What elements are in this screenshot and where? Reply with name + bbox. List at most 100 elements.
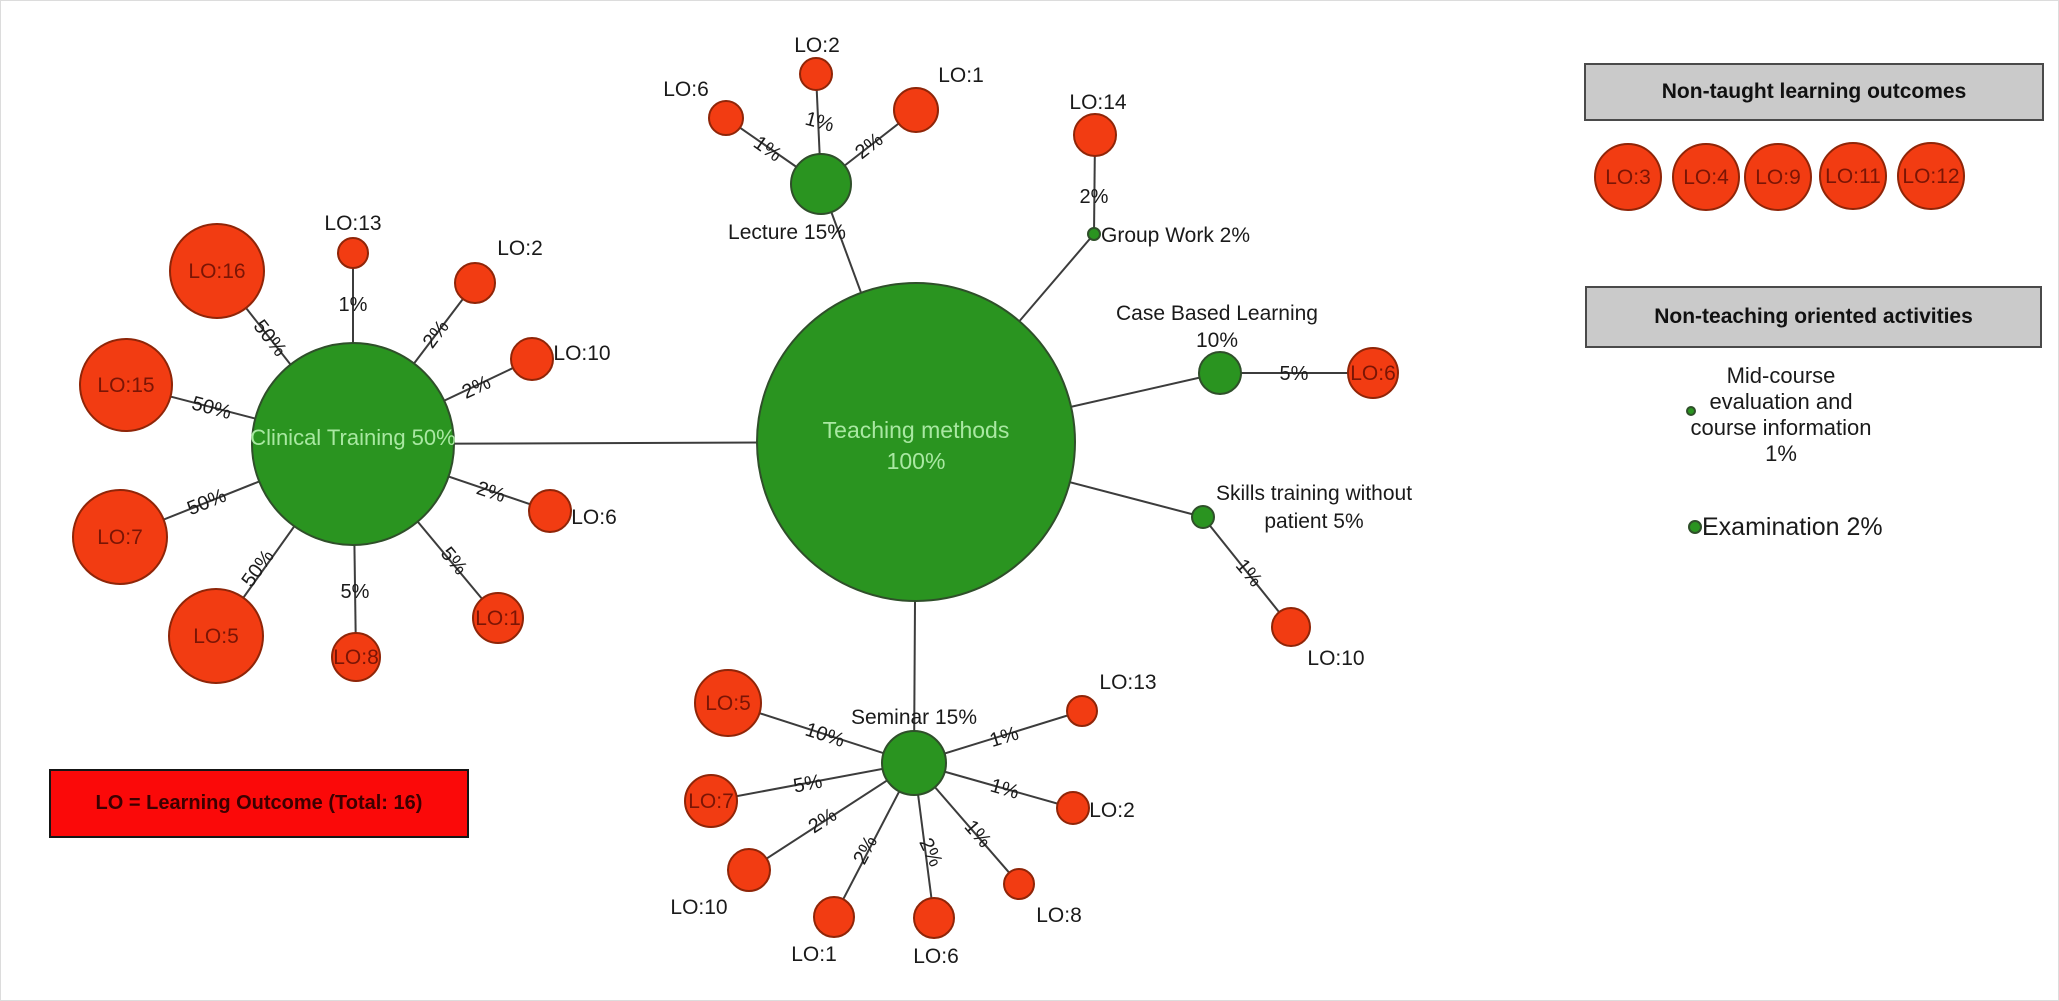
node-seminar-circle [881,730,947,796]
edge-label-clinical-lo16: 50% [249,316,291,361]
label-lo6_cl: LO:6 [571,506,617,529]
label-lo8_sem: LO:8 [1036,904,1082,927]
edge-label-groupwork-lo14: 2% [1080,186,1109,208]
label-skills: Skills training without patient 5% [1216,482,1412,533]
node-lo13_sem-circle [1066,695,1098,727]
label-lo6_sem: LO:6 [913,945,959,968]
edge-label-clinical-lo5_cl: 50% [237,546,278,591]
node-lo16-circle [169,223,265,319]
label-lo6_cbl: LO:6 [1350,362,1396,385]
node-lo5_cl-circle [168,588,264,684]
edge-label-skills-lo10_sk: 1% [1231,555,1267,591]
edge-label-clinical-lo8_cl: 5% [341,581,370,603]
label-seminar: Seminar 15% [851,706,977,729]
edge-skills-lo10_sk [1202,516,1292,628]
edge-label-seminar-lo13_sem: 1% [987,722,1021,752]
label-lo15: LO:15 [97,374,154,397]
node-groupwork-circle [1087,227,1101,241]
edge-label-clinical-lo13_cl: 1% [339,294,368,316]
node-lo7_sem-circle [684,774,738,828]
label-lo3_nt: LO:3 [1605,166,1651,189]
label-lo7_sem: LO:7 [688,790,734,813]
edge-label-clinical-lo10_cl: 2% [459,371,495,403]
label-midcourse_dot: Mid-course evaluation and course informati… [1691,363,1872,466]
node-skills-circle [1191,505,1215,529]
node-lo1_sem-circle [813,896,855,938]
edge-label-lecture-lo2_lec: 1% [803,108,837,137]
node-midcourse_dot-circle [1686,406,1696,416]
label-cbl: Case Based Learning 10% [1116,302,1318,352]
edge-label-seminar-lo10_sem: 2% [805,804,841,838]
label-lecture: Lecture 15% [728,221,846,244]
node-lo2_cl-circle [454,262,496,304]
label-lo4_nt: LO:4 [1683,166,1729,189]
label-lo2_cl: LO:2 [497,237,543,260]
node-lo8_sem-circle [1003,868,1035,900]
label-lo10_cl: LO:10 [553,342,610,365]
node-lo1_cl-circle [472,592,524,644]
label-teaching: Teaching methods 100% [823,417,1010,474]
node-lo14-circle [1073,113,1117,157]
label-lo9_nt: LO:9 [1755,166,1801,189]
edge-label-seminar-lo7_sem: 5% [792,771,825,798]
label-lo14: LO:14 [1069,91,1127,114]
edge-label-lecture-lo1_lec: 2% [851,129,887,164]
label-lo2_lec: LO:2 [794,34,840,57]
node-cbl-circle [1198,351,1242,395]
label-lo1_sem: LO:1 [791,943,837,966]
node-lo5_sem-circle [694,669,762,737]
node-lo2_sem-circle [1056,791,1090,825]
node-lo2_lec-circle [799,57,833,91]
node-teaching-circle [756,282,1076,602]
label-lo13_sem: LO:13 [1099,671,1156,694]
non-taught-panel-header: Non-taught learning outcomes [1584,63,2044,121]
label-exam_dot: Examination 2% [1702,513,1883,541]
node-lo6_lec-circle [708,100,744,136]
node-lo13_cl-circle [337,237,369,269]
label-lo1_lec: LO:1 [938,64,984,87]
node-lo11_nt-circle [1819,142,1887,210]
node-lecture-circle [790,153,852,215]
node-lo15-circle [79,338,173,432]
label-lo5_cl: LO:5 [193,625,239,648]
edge-label-clinical-lo15: 50% [189,392,234,424]
label-lo12_nt: LO:12 [1902,165,1959,188]
label-lo8_cl: LO:8 [333,646,379,669]
label-clinical: Clinical Training 50% [250,425,455,450]
node-lo6_sem-circle [913,897,955,939]
edge-label-seminar-lo6_sem: 2% [914,835,946,871]
label-lo6_lec: LO:6 [663,78,709,101]
label-lo13_cl: LO:13 [324,212,381,235]
node-lo4_nt-circle [1672,143,1740,211]
node-lo8_cl-circle [331,632,381,682]
node-lo7_cl-circle [72,489,168,585]
node-lo1_lec-circle [893,87,939,133]
node-lo12_nt-circle [1897,142,1965,210]
edge-label-seminar-lo5_sem: 10% [802,719,847,752]
edge-label-clinical-lo2_cl: 2% [419,316,454,352]
edge-seminar-lo7_sem [710,762,915,802]
label-lo11_nt: LO:11 [1825,165,1881,188]
node-clinical-circle [251,342,455,546]
node-lo10_sk-circle [1271,607,1311,647]
node-lo10_cl-circle [510,337,554,381]
edge-label-clinical-lo7_cl: 50% [184,485,230,520]
label-lo7_cl: LO:7 [97,526,143,549]
label-lo10_sk: LO:10 [1307,647,1364,670]
label-lo2_sem: LO:2 [1089,799,1135,822]
label-lo1_cl: LO:1 [475,607,521,630]
node-lo6_cbl-circle [1347,347,1399,399]
lo-definition-box: LO = Learning Outcome (Total: 16) [49,769,469,838]
node-lo9_nt-circle [1744,143,1812,211]
non-teaching-panel-header: Non-teaching oriented activities [1585,286,2042,348]
node-lo6_cl-circle [528,489,572,533]
node-lo10_sem-circle [727,848,771,892]
edge-label-seminar-lo2_sem: 1% [988,775,1022,804]
edge-label-cbl-lo6_cbl: 5% [1280,363,1309,385]
edge-label-clinical-lo6_cl: 2% [474,477,508,507]
label-lo16: LO:16 [188,260,245,283]
node-exam_dot-circle [1688,520,1702,534]
edge-label-seminar-lo1_sem: 2% [849,832,882,868]
